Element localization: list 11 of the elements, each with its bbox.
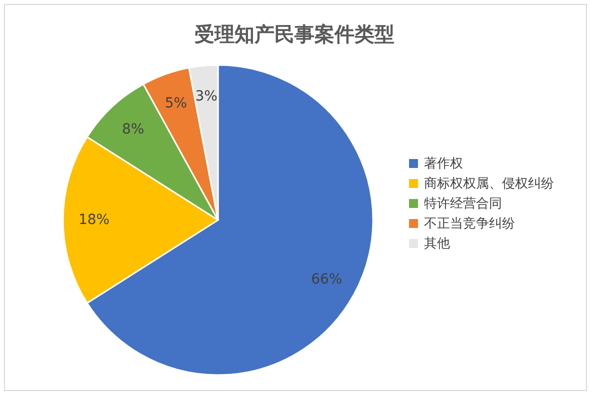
legend-label: 其他 [424, 236, 450, 252]
legend-label: 著作权 [424, 156, 463, 172]
data-label: 66% [311, 272, 342, 288]
data-label: 5% [164, 95, 188, 112]
data-label: 3% [195, 88, 218, 105]
data-label: 8% [122, 122, 144, 138]
legend-label: 不正当竞争纠纷 [424, 216, 515, 232]
data-label: 18% [78, 212, 110, 228]
legend-label: 商标权权属、侵权纠纷 [424, 176, 554, 192]
legend-label: 特许经营合同 [424, 196, 502, 212]
chart-title: 受理知产民事案件类型 [194, 22, 394, 46]
